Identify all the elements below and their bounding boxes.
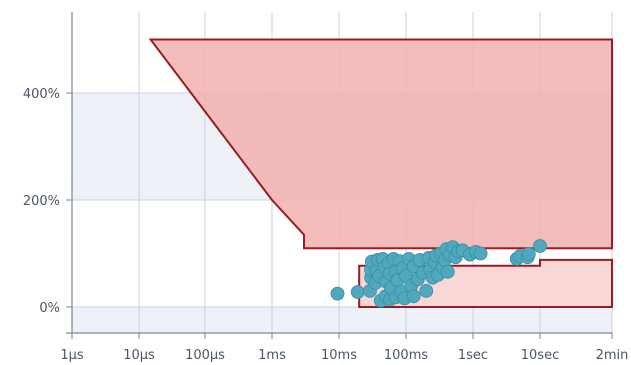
x-tick-label: 10sec <box>521 348 559 363</box>
x-tick-label: 1ms <box>258 348 286 363</box>
scatter-point <box>533 239 547 253</box>
scatter-point <box>521 247 536 261</box>
x-tick-label: 10ms <box>321 348 357 363</box>
upper-region-shape <box>148 38 613 250</box>
x-tick-label: 100ms <box>384 348 428 363</box>
scatter-point <box>473 246 488 261</box>
band-below-0 <box>72 307 612 333</box>
scatter-point <box>350 285 365 299</box>
scatter-points <box>330 239 547 308</box>
scatter-point <box>440 264 455 279</box>
y-tick-labels: 0% 200% 400% <box>23 87 60 316</box>
x-tick-label: 2min <box>596 348 629 363</box>
x-tick-label: 10µs <box>123 348 155 363</box>
y-tick-label: 0% <box>39 301 60 316</box>
x-tick-labels: 1µs 10µs 100µs 1ms 10ms 100ms 1sec 10sec 2min <box>60 348 628 363</box>
x-tick-label: 1sec <box>458 348 488 363</box>
y-tick-label: 200% <box>23 194 60 209</box>
x-tick-label: 1µs <box>60 348 84 363</box>
y-tick-label: 400% <box>23 87 60 102</box>
scatter-point <box>406 289 421 304</box>
axes <box>66 12 613 339</box>
scatter-point <box>419 283 434 298</box>
scatter-point <box>330 286 345 301</box>
x-tick-label: 100µs <box>185 348 225 363</box>
upper-region <box>148 38 613 250</box>
